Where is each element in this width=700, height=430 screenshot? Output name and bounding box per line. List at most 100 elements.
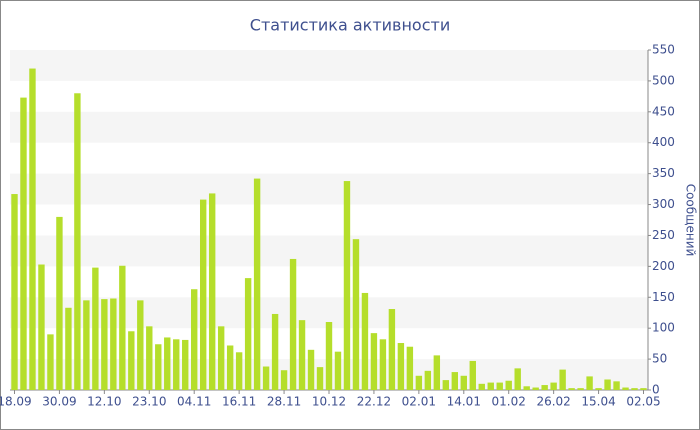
bar — [415, 375, 423, 390]
bar — [361, 292, 369, 390]
bar — [146, 326, 153, 390]
bar — [208, 193, 216, 390]
grid-band — [10, 173, 648, 205]
bar — [640, 388, 647, 390]
y-tick-label: 300 — [652, 197, 675, 211]
bar — [586, 376, 593, 390]
y-tick-label: 200 — [652, 259, 675, 273]
bar — [226, 345, 234, 390]
x-tick-label: 02.01 — [402, 395, 436, 409]
bar — [469, 360, 476, 390]
bar — [83, 300, 90, 390]
x-tick-label: 22.12 — [357, 395, 391, 409]
grid-band — [10, 111, 648, 143]
x-tick-label: 15.04 — [581, 395, 615, 409]
x-tick-label: 02.05 — [626, 395, 660, 409]
bar — [622, 387, 629, 390]
bar — [379, 339, 387, 390]
bar — [253, 178, 261, 390]
bar — [442, 380, 450, 390]
bar — [298, 320, 306, 390]
bar — [155, 344, 162, 390]
x-tick-label: 30.09 — [42, 395, 76, 409]
y-tick-label: 500 — [652, 73, 675, 87]
bar — [487, 382, 494, 390]
x-tick-label: 12.10 — [87, 395, 121, 409]
y-tick-label: 350 — [652, 166, 675, 180]
bar — [137, 300, 144, 390]
bar — [128, 331, 135, 390]
bar — [568, 388, 575, 390]
bar — [433, 355, 441, 390]
bar — [119, 265, 126, 390]
bar — [271, 313, 279, 390]
y-tick-label: 400 — [652, 135, 675, 149]
bar — [451, 372, 459, 390]
y-tick-label: 550 — [652, 43, 675, 57]
bar — [262, 366, 270, 390]
bar — [173, 339, 180, 390]
bar — [604, 379, 611, 390]
x-tick-label: 14.01 — [447, 395, 481, 409]
bar — [523, 386, 530, 390]
y-tick-label: 250 — [652, 228, 675, 242]
bar — [577, 388, 584, 390]
bar — [307, 349, 315, 390]
bar — [217, 326, 225, 390]
bar — [334, 351, 342, 390]
bar — [164, 337, 171, 390]
bar — [325, 322, 333, 390]
bar — [505, 380, 512, 390]
y-tick-label: 150 — [652, 290, 675, 304]
bar — [397, 343, 405, 390]
bar — [289, 258, 297, 390]
bar — [65, 307, 72, 390]
bar — [20, 97, 27, 390]
bar — [424, 370, 432, 390]
y-tick-label: 50 — [652, 352, 667, 366]
y-tick-label: 450 — [652, 104, 675, 118]
bar — [550, 382, 557, 390]
bar — [110, 298, 117, 390]
chart-title: Статистика активности — [250, 16, 450, 35]
bar — [235, 352, 243, 390]
bar — [74, 93, 81, 390]
x-tick-label: 28.11 — [267, 395, 301, 409]
bar — [316, 367, 324, 390]
x-tick-label: 10.12 — [312, 395, 346, 409]
y-tick-label: 0 — [652, 383, 660, 397]
x-tick-label: 16.11 — [222, 395, 256, 409]
bar — [595, 388, 602, 390]
bar — [56, 216, 63, 390]
bar — [478, 383, 485, 390]
bar — [92, 267, 99, 390]
bar — [101, 299, 108, 390]
bar — [244, 278, 252, 390]
bar — [370, 333, 378, 390]
grid-band — [10, 50, 648, 81]
x-tick-label: 01.02 — [492, 395, 526, 409]
bar — [11, 194, 18, 390]
x-tick-label: 18.09 — [0, 395, 32, 409]
grid-band — [10, 235, 648, 267]
bar — [182, 339, 189, 390]
bar — [343, 181, 351, 390]
bar — [29, 68, 36, 390]
bar — [199, 199, 207, 390]
bar — [406, 346, 414, 390]
bar — [532, 387, 539, 390]
x-tick-label: 23.10 — [132, 395, 166, 409]
x-tick-label: 26.02 — [536, 395, 570, 409]
bar — [191, 289, 198, 390]
y-axis-label: Сообщений — [684, 184, 698, 257]
bar — [559, 369, 566, 390]
bar — [388, 309, 396, 390]
bar — [352, 239, 360, 390]
bar — [541, 385, 548, 390]
x-tick-label: 04.11 — [177, 395, 211, 409]
bar — [613, 381, 620, 390]
bar — [496, 382, 503, 390]
bar — [631, 388, 638, 390]
bar — [280, 370, 288, 390]
